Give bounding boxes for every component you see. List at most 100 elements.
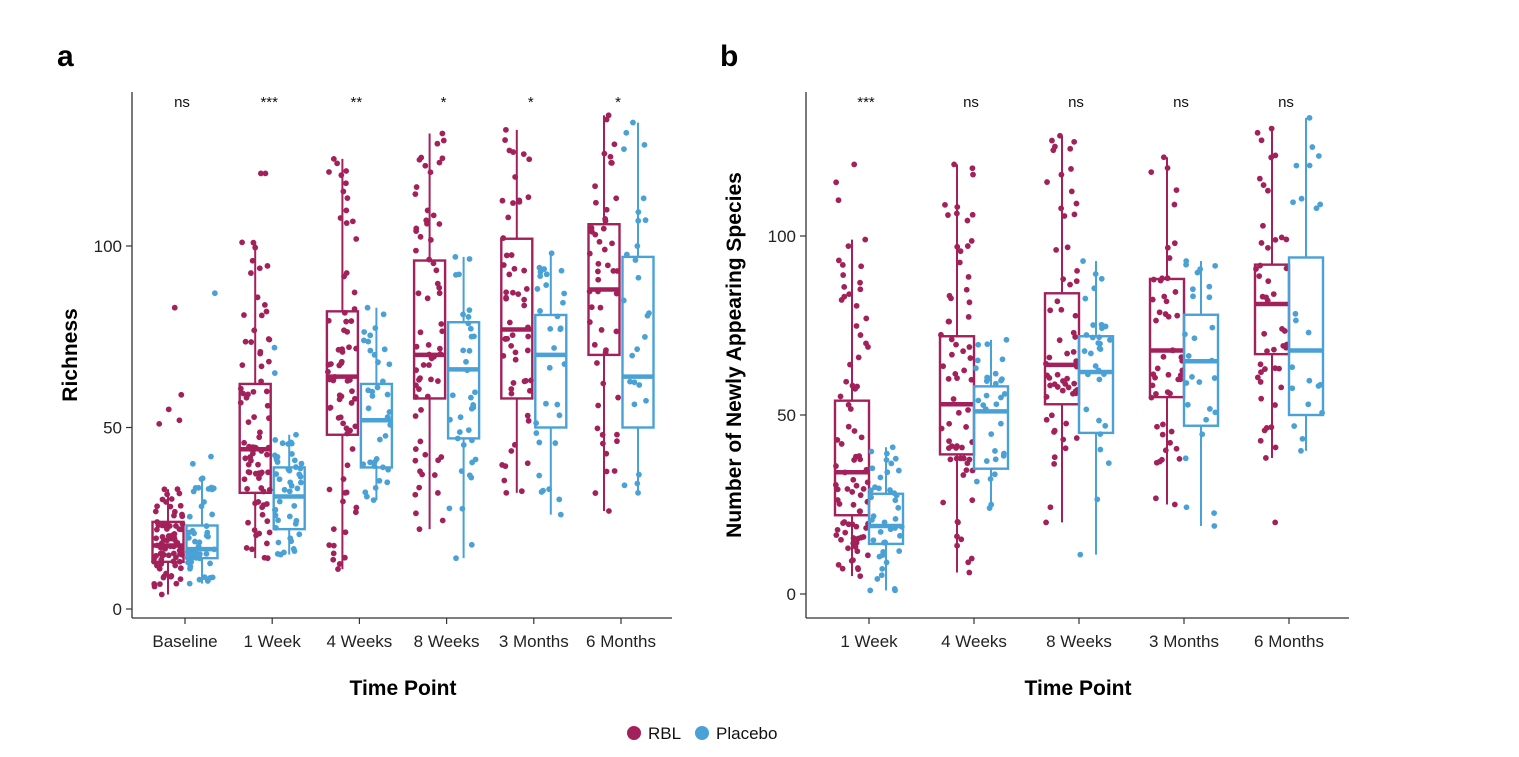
data-point	[609, 240, 615, 247]
data-point	[960, 472, 967, 478]
data-point	[265, 469, 271, 476]
data-point	[1097, 346, 1104, 352]
data-point	[863, 315, 870, 322]
data-point	[1211, 510, 1217, 516]
data-point	[413, 367, 420, 374]
data-point	[245, 419, 252, 426]
data-point	[469, 437, 475, 444]
data-point	[1292, 317, 1299, 324]
data-point	[241, 476, 248, 483]
data-point	[946, 438, 952, 445]
data-point	[1072, 312, 1079, 319]
data-point	[863, 525, 870, 531]
data-point	[418, 407, 424, 413]
data-point	[173, 539, 180, 546]
data-point	[1058, 306, 1065, 313]
data-point	[245, 391, 251, 398]
box-placebo	[620, 119, 655, 496]
data-point	[1058, 205, 1065, 212]
data-point	[424, 393, 431, 400]
data-point	[892, 497, 899, 504]
data-point	[631, 401, 638, 408]
data-point	[884, 469, 891, 476]
data-point	[1094, 496, 1101, 503]
data-point	[897, 532, 903, 539]
data-point	[159, 552, 166, 559]
data-point	[245, 519, 251, 526]
data-point	[1166, 255, 1173, 261]
data-point	[191, 530, 197, 537]
data-point	[629, 352, 636, 359]
data-point	[343, 318, 350, 325]
data-point	[340, 420, 347, 427]
data-point	[966, 299, 973, 306]
data-point	[972, 365, 979, 372]
data-point	[634, 346, 641, 353]
data-point	[892, 515, 899, 522]
data-point	[341, 309, 348, 316]
data-point	[611, 468, 618, 474]
data-point	[502, 463, 509, 470]
data-point	[326, 169, 332, 175]
data-point	[1262, 455, 1269, 461]
data-point	[261, 301, 268, 308]
data-point	[845, 243, 852, 250]
data-point	[326, 542, 333, 549]
data-point	[271, 370, 278, 376]
data-point	[958, 536, 965, 543]
data-point	[348, 400, 355, 406]
data-point	[600, 225, 607, 232]
data-point	[380, 311, 387, 318]
data-point	[1208, 357, 1215, 364]
data-point	[536, 264, 543, 271]
data-point	[264, 451, 270, 458]
box-rbl	[1253, 125, 1291, 526]
data-point	[635, 217, 642, 224]
data-point	[370, 497, 377, 503]
data-point	[1162, 311, 1169, 317]
data-point	[1185, 353, 1192, 359]
data-point	[439, 130, 446, 137]
data-point	[991, 471, 998, 478]
data-point	[1152, 495, 1159, 502]
data-point	[526, 387, 533, 394]
data-point	[1258, 395, 1265, 402]
data-point	[1153, 317, 1159, 324]
data-point	[237, 399, 244, 406]
data-point	[1203, 416, 1210, 423]
data-point	[970, 171, 976, 178]
data-point	[353, 236, 360, 242]
data-point	[1060, 378, 1066, 384]
data-point	[285, 466, 292, 473]
data-point	[1161, 293, 1168, 300]
data-point	[506, 319, 513, 326]
data-point	[1283, 236, 1290, 243]
data-point	[424, 295, 431, 302]
data-point	[641, 141, 648, 148]
data-point	[1196, 379, 1203, 385]
data-point	[372, 325, 379, 331]
data-point	[953, 445, 959, 451]
data-point	[997, 420, 1004, 427]
data-point	[244, 485, 251, 492]
data-point	[536, 472, 543, 479]
data-point	[241, 312, 247, 318]
data-point	[524, 460, 531, 467]
data-point	[857, 508, 864, 515]
data-point	[457, 414, 464, 421]
data-point	[586, 319, 593, 325]
data-point	[353, 504, 360, 511]
data-point	[369, 393, 376, 399]
data-point	[343, 180, 349, 187]
data-point	[953, 210, 960, 217]
data-point	[512, 174, 519, 180]
data-point	[1257, 379, 1264, 385]
data-point	[508, 390, 515, 397]
data-point	[1278, 384, 1285, 391]
data-point	[417, 329, 424, 336]
data-point	[853, 302, 860, 309]
data-point	[597, 304, 604, 311]
y-tick-label: 0	[787, 585, 796, 604]
data-point	[984, 341, 991, 348]
data-point	[560, 299, 566, 306]
